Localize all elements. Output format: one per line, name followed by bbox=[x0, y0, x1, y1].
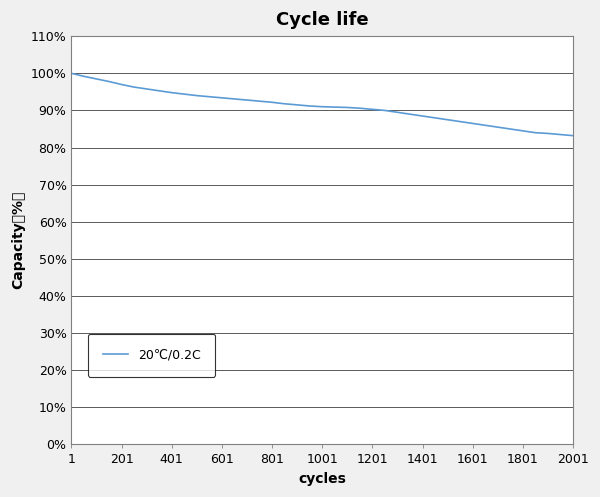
20℃/0.2C bbox=[68, 71, 75, 77]
20℃/0.2C bbox=[331, 104, 338, 110]
20℃/0.2C bbox=[381, 107, 388, 113]
20℃/0.2C bbox=[494, 124, 501, 130]
20℃/0.2C bbox=[368, 106, 376, 112]
Line: 20℃/0.2C: 20℃/0.2C bbox=[71, 74, 573, 136]
20℃/0.2C bbox=[256, 98, 263, 104]
20℃/0.2C bbox=[532, 130, 539, 136]
20℃/0.2C bbox=[293, 102, 301, 108]
20℃/0.2C bbox=[105, 79, 112, 84]
20℃/0.2C bbox=[130, 84, 137, 90]
20℃/0.2C bbox=[118, 82, 125, 87]
20℃/0.2C bbox=[230, 96, 238, 102]
20℃/0.2C bbox=[181, 91, 188, 97]
20℃/0.2C bbox=[205, 94, 212, 100]
20℃/0.2C bbox=[506, 126, 514, 132]
20℃/0.2C bbox=[319, 104, 326, 110]
20℃/0.2C bbox=[143, 86, 150, 92]
20℃/0.2C bbox=[444, 117, 451, 123]
20℃/0.2C bbox=[481, 122, 488, 128]
20℃/0.2C bbox=[469, 120, 476, 126]
20℃/0.2C bbox=[419, 113, 426, 119]
20℃/0.2C bbox=[281, 101, 288, 107]
20℃/0.2C bbox=[268, 99, 275, 105]
20℃/0.2C bbox=[218, 95, 225, 101]
20℃/0.2C bbox=[557, 132, 564, 138]
20℃/0.2C bbox=[306, 103, 313, 109]
20℃/0.2C bbox=[343, 104, 350, 110]
X-axis label: cycles: cycles bbox=[298, 472, 346, 486]
20℃/0.2C bbox=[431, 115, 439, 121]
20℃/0.2C bbox=[519, 128, 526, 134]
20℃/0.2C bbox=[544, 130, 551, 136]
20℃/0.2C bbox=[155, 88, 163, 94]
20℃/0.2C bbox=[193, 92, 200, 98]
20℃/0.2C bbox=[406, 111, 413, 117]
20℃/0.2C bbox=[356, 105, 363, 111]
20℃/0.2C bbox=[457, 119, 464, 125]
20℃/0.2C bbox=[92, 76, 100, 82]
20℃/0.2C bbox=[168, 89, 175, 95]
Y-axis label: Capacity（%）: Capacity（%） bbox=[11, 191, 25, 289]
20℃/0.2C bbox=[569, 133, 577, 139]
20℃/0.2C bbox=[243, 97, 250, 103]
20℃/0.2C bbox=[80, 73, 87, 79]
Title: Cycle life: Cycle life bbox=[276, 11, 368, 29]
20℃/0.2C bbox=[394, 109, 401, 115]
Legend: 20℃/0.2C: 20℃/0.2C bbox=[88, 334, 215, 377]
